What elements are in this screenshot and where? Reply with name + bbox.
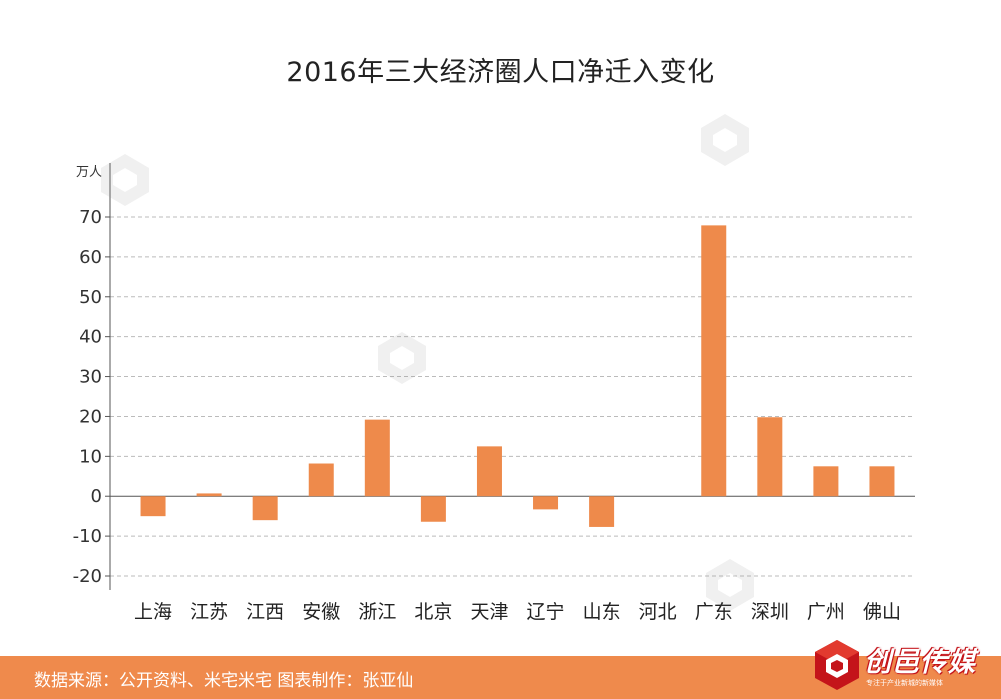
y-tick-label: 0 (91, 486, 102, 507)
x-tick-label: 天津 (470, 601, 508, 623)
brand-logo: 创邑传媒 专注于产业新城的新媒体 (812, 638, 992, 696)
bar-深圳 (757, 417, 783, 497)
x-tick-label: 山东 (583, 601, 621, 623)
x-tick-label: 江苏 (190, 601, 228, 623)
x-tick-label: 深圳 (751, 601, 789, 623)
category-labels: 上海 江苏 江西 安徽 浙江 北京 天津 辽宁 山东 河北 广东 深圳 广州 佛山 (134, 601, 901, 623)
bar-江苏 (196, 493, 222, 497)
x-tick-label: 河北 (639, 601, 677, 623)
x-tick-label: 上海 (134, 601, 172, 623)
bar-上海 (140, 496, 166, 517)
bars (140, 225, 895, 527)
y-tick-label: 40 (79, 327, 102, 348)
x-tick-label: 浙江 (358, 601, 396, 623)
bar-佛山 (869, 466, 895, 497)
bar-天津 (476, 446, 502, 497)
x-tick-label: 广东 (695, 601, 733, 623)
y-tick-label: 10 (79, 446, 102, 467)
x-tick-label: 辽宁 (527, 601, 565, 623)
x-tick-label: 江西 (246, 601, 284, 623)
y-tick-label: 50 (79, 287, 102, 308)
bar-广东 (701, 225, 727, 497)
source-note: 数据来源：公开资料、米宅米宅 图表制作：张亚仙 (34, 671, 414, 691)
y-axis: -20 -10 0 10 20 30 40 50 60 70 (73, 163, 111, 590)
y-tick-label: 70 (79, 207, 102, 228)
chart-title: 2016年三大经济圈人口净迁入变化 (286, 57, 715, 88)
y-tick-label: 30 (79, 367, 102, 388)
brand-name: 创邑传媒 (864, 647, 976, 678)
bar-辽宁 (533, 496, 559, 510)
y-tick-label: -10 (73, 526, 102, 547)
y-tick-label: 60 (79, 247, 102, 268)
x-tick-label: 北京 (414, 601, 452, 623)
y-tick-label: 20 (79, 406, 102, 427)
x-tick-label: 安徽 (302, 601, 340, 623)
bar-广州 (813, 466, 839, 497)
bar-安徽 (308, 463, 334, 497)
y-axis-unit-label: 万人 (76, 165, 102, 180)
x-tick-label: 佛山 (863, 601, 901, 623)
gridlines (110, 216, 915, 577)
bar-山东 (589, 496, 615, 527)
bar-江西 (252, 496, 278, 521)
bar-北京 (420, 496, 446, 522)
brand-cube-icon (815, 640, 859, 690)
x-tick-label: 广州 (807, 601, 845, 623)
brand-tagline: 专注于产业新城的新媒体 (866, 679, 943, 687)
y-tick-label: -20 (73, 566, 102, 587)
bar-浙江 (364, 419, 390, 497)
